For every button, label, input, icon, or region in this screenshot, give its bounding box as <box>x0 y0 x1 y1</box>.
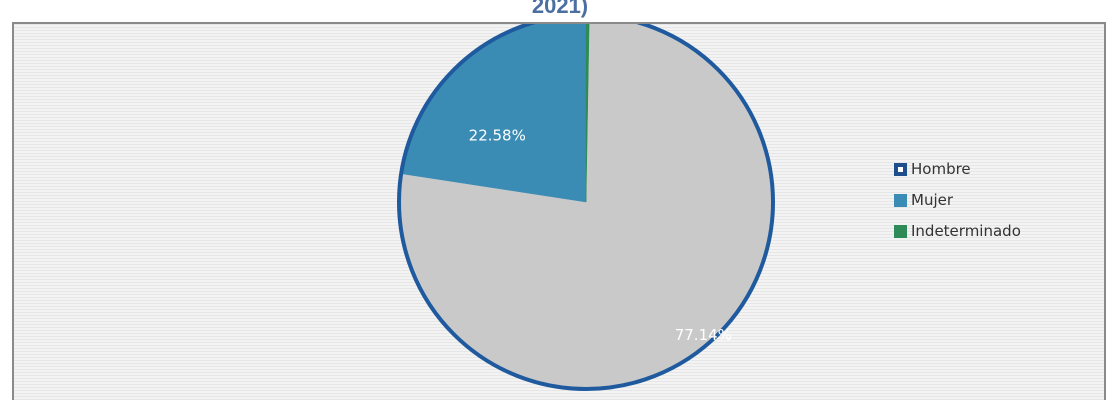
legend-swatch-hombre <box>894 162 907 176</box>
pie-slice-mujer <box>400 24 587 203</box>
legend-swatch-indeterminado <box>894 224 907 238</box>
legend-item-indeterminado: Indeterminado <box>894 219 1021 243</box>
pie-chart: 77.14% 22.58% <box>397 24 775 391</box>
legend-label-mujer: Mujer <box>911 191 954 209</box>
chart-area: 77.14% 22.58% Hombre Mujer Indeterminado <box>12 22 1106 400</box>
legend: Hombre Mujer Indeterminado <box>894 157 1021 250</box>
legend-label-hombre: Hombre <box>911 160 971 178</box>
legend-label-indeterminado: Indeterminado <box>911 222 1021 240</box>
legend-item-mujer: Mujer <box>894 188 1021 212</box>
pie-outline <box>397 24 775 391</box>
pie-slice-indeterminado <box>585 24 590 203</box>
legend-item-hombre: Hombre <box>894 157 1021 181</box>
chart-title-fragment: 2021) <box>531 0 589 18</box>
slice-label-hombre: 77.14% <box>675 326 732 344</box>
slice-label-mujer: 22.58% <box>469 127 526 145</box>
legend-swatch-mujer <box>894 193 907 207</box>
